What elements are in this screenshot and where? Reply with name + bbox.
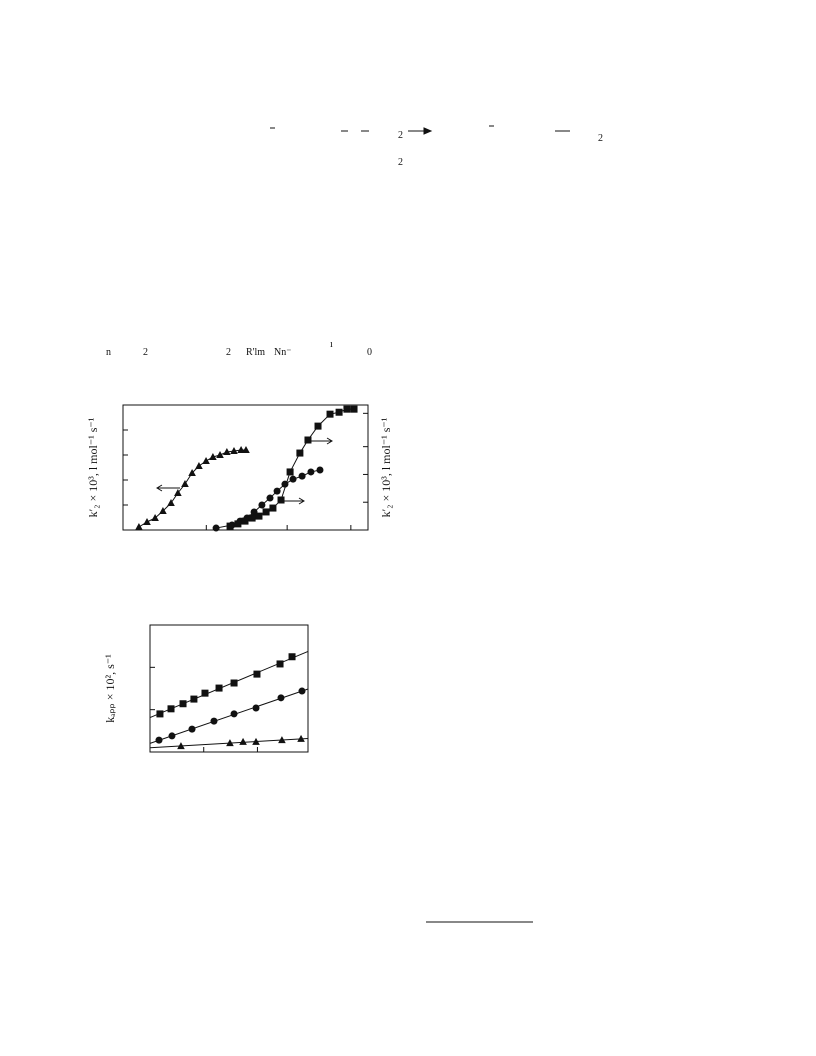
- square-point: [230, 679, 238, 687]
- circle-point: [168, 732, 176, 740]
- circle-point: [212, 524, 220, 532]
- triangle-point: [252, 737, 260, 745]
- square-point: [234, 520, 242, 528]
- fit-curve: [229, 408, 355, 527]
- circle-point: [277, 694, 285, 702]
- y-axis-label: kₐₚₚ × 10², s⁻¹: [103, 654, 117, 723]
- square-point: [343, 405, 351, 413]
- circle-point: [298, 687, 306, 695]
- y-axis-label: k′₂ × 10³, l mol⁻¹ s⁻¹: [86, 417, 100, 517]
- triangle-point: [181, 480, 189, 487]
- square-point: [248, 514, 256, 522]
- triangle-point: [151, 514, 159, 521]
- square-point: [156, 710, 164, 718]
- square-point: [286, 468, 294, 476]
- square-point: [277, 496, 285, 504]
- triangle-point: [135, 523, 143, 530]
- circle-point: [266, 494, 274, 502]
- plot-frame: [122, 404, 369, 531]
- circle-point: [307, 468, 315, 476]
- text-fragment: 0: [367, 347, 372, 358]
- square-point: [226, 522, 234, 530]
- triangle-point: [237, 446, 245, 453]
- triangle-point: [195, 462, 203, 469]
- square-point: [269, 504, 277, 512]
- text-fragment: R'lm: [246, 347, 265, 358]
- triangle-point: [223, 448, 231, 455]
- fit-curve: [138, 449, 246, 528]
- square-point: [190, 695, 198, 703]
- square-point: [296, 449, 304, 457]
- text-fragment: n: [106, 347, 111, 358]
- arrow-head: [326, 437, 333, 445]
- subscript: 2: [398, 157, 403, 168]
- square-point: [201, 689, 209, 697]
- equation: [270, 125, 570, 135]
- triangle-point: [177, 742, 185, 750]
- text-fragment: 2: [143, 347, 148, 358]
- square-point: [304, 436, 312, 444]
- square-point: [276, 660, 284, 668]
- triangle-point: [188, 469, 196, 476]
- triangle-point: [226, 739, 234, 747]
- square-point: [167, 705, 175, 713]
- triangle-point: [143, 518, 151, 525]
- circle-point: [273, 487, 281, 495]
- square-point: [253, 670, 261, 678]
- square-point: [262, 508, 270, 516]
- arrow-head: [298, 497, 305, 505]
- subscript: 2: [598, 133, 603, 144]
- square-point: [241, 517, 249, 525]
- square-point: [335, 408, 343, 416]
- circle-point: [230, 710, 238, 718]
- subscript: 2: [398, 130, 403, 141]
- arrow-head: [156, 484, 163, 492]
- circle-point: [258, 501, 266, 509]
- triangle-point: [159, 507, 167, 514]
- circle-point: [210, 717, 218, 725]
- circle-point: [298, 472, 306, 480]
- text-fragment: ı: [330, 339, 333, 350]
- triangle-point: [239, 737, 247, 745]
- triangle-point: [230, 447, 238, 454]
- circle-point: [155, 736, 163, 744]
- triangle-point: [297, 734, 305, 742]
- circle-point: [252, 704, 260, 712]
- circle-point: [316, 466, 324, 474]
- square-point: [350, 405, 358, 413]
- square-point: [255, 512, 263, 520]
- triangle-point: [167, 499, 175, 506]
- plot-frame: [149, 624, 309, 753]
- square-point: [179, 700, 187, 708]
- triangle-point: [278, 736, 286, 744]
- text-fragment: Nn⁻: [274, 347, 292, 358]
- arrow-head: [423, 127, 433, 135]
- circle-point: [188, 725, 196, 733]
- square-point: [215, 684, 223, 692]
- triangle-point: [216, 451, 224, 458]
- triangle-point: [202, 457, 210, 464]
- circle-point: [289, 475, 297, 483]
- y2-axis-label: k′₂ × 10³, l mol⁻¹ s⁻¹: [379, 417, 393, 517]
- triangle-point: [209, 453, 217, 460]
- triangle-point: [242, 446, 250, 453]
- square-point: [326, 410, 334, 418]
- text-fragment: 2: [226, 347, 231, 358]
- square-point: [314, 422, 322, 430]
- square-point: [288, 653, 296, 661]
- triangle-point: [174, 489, 182, 496]
